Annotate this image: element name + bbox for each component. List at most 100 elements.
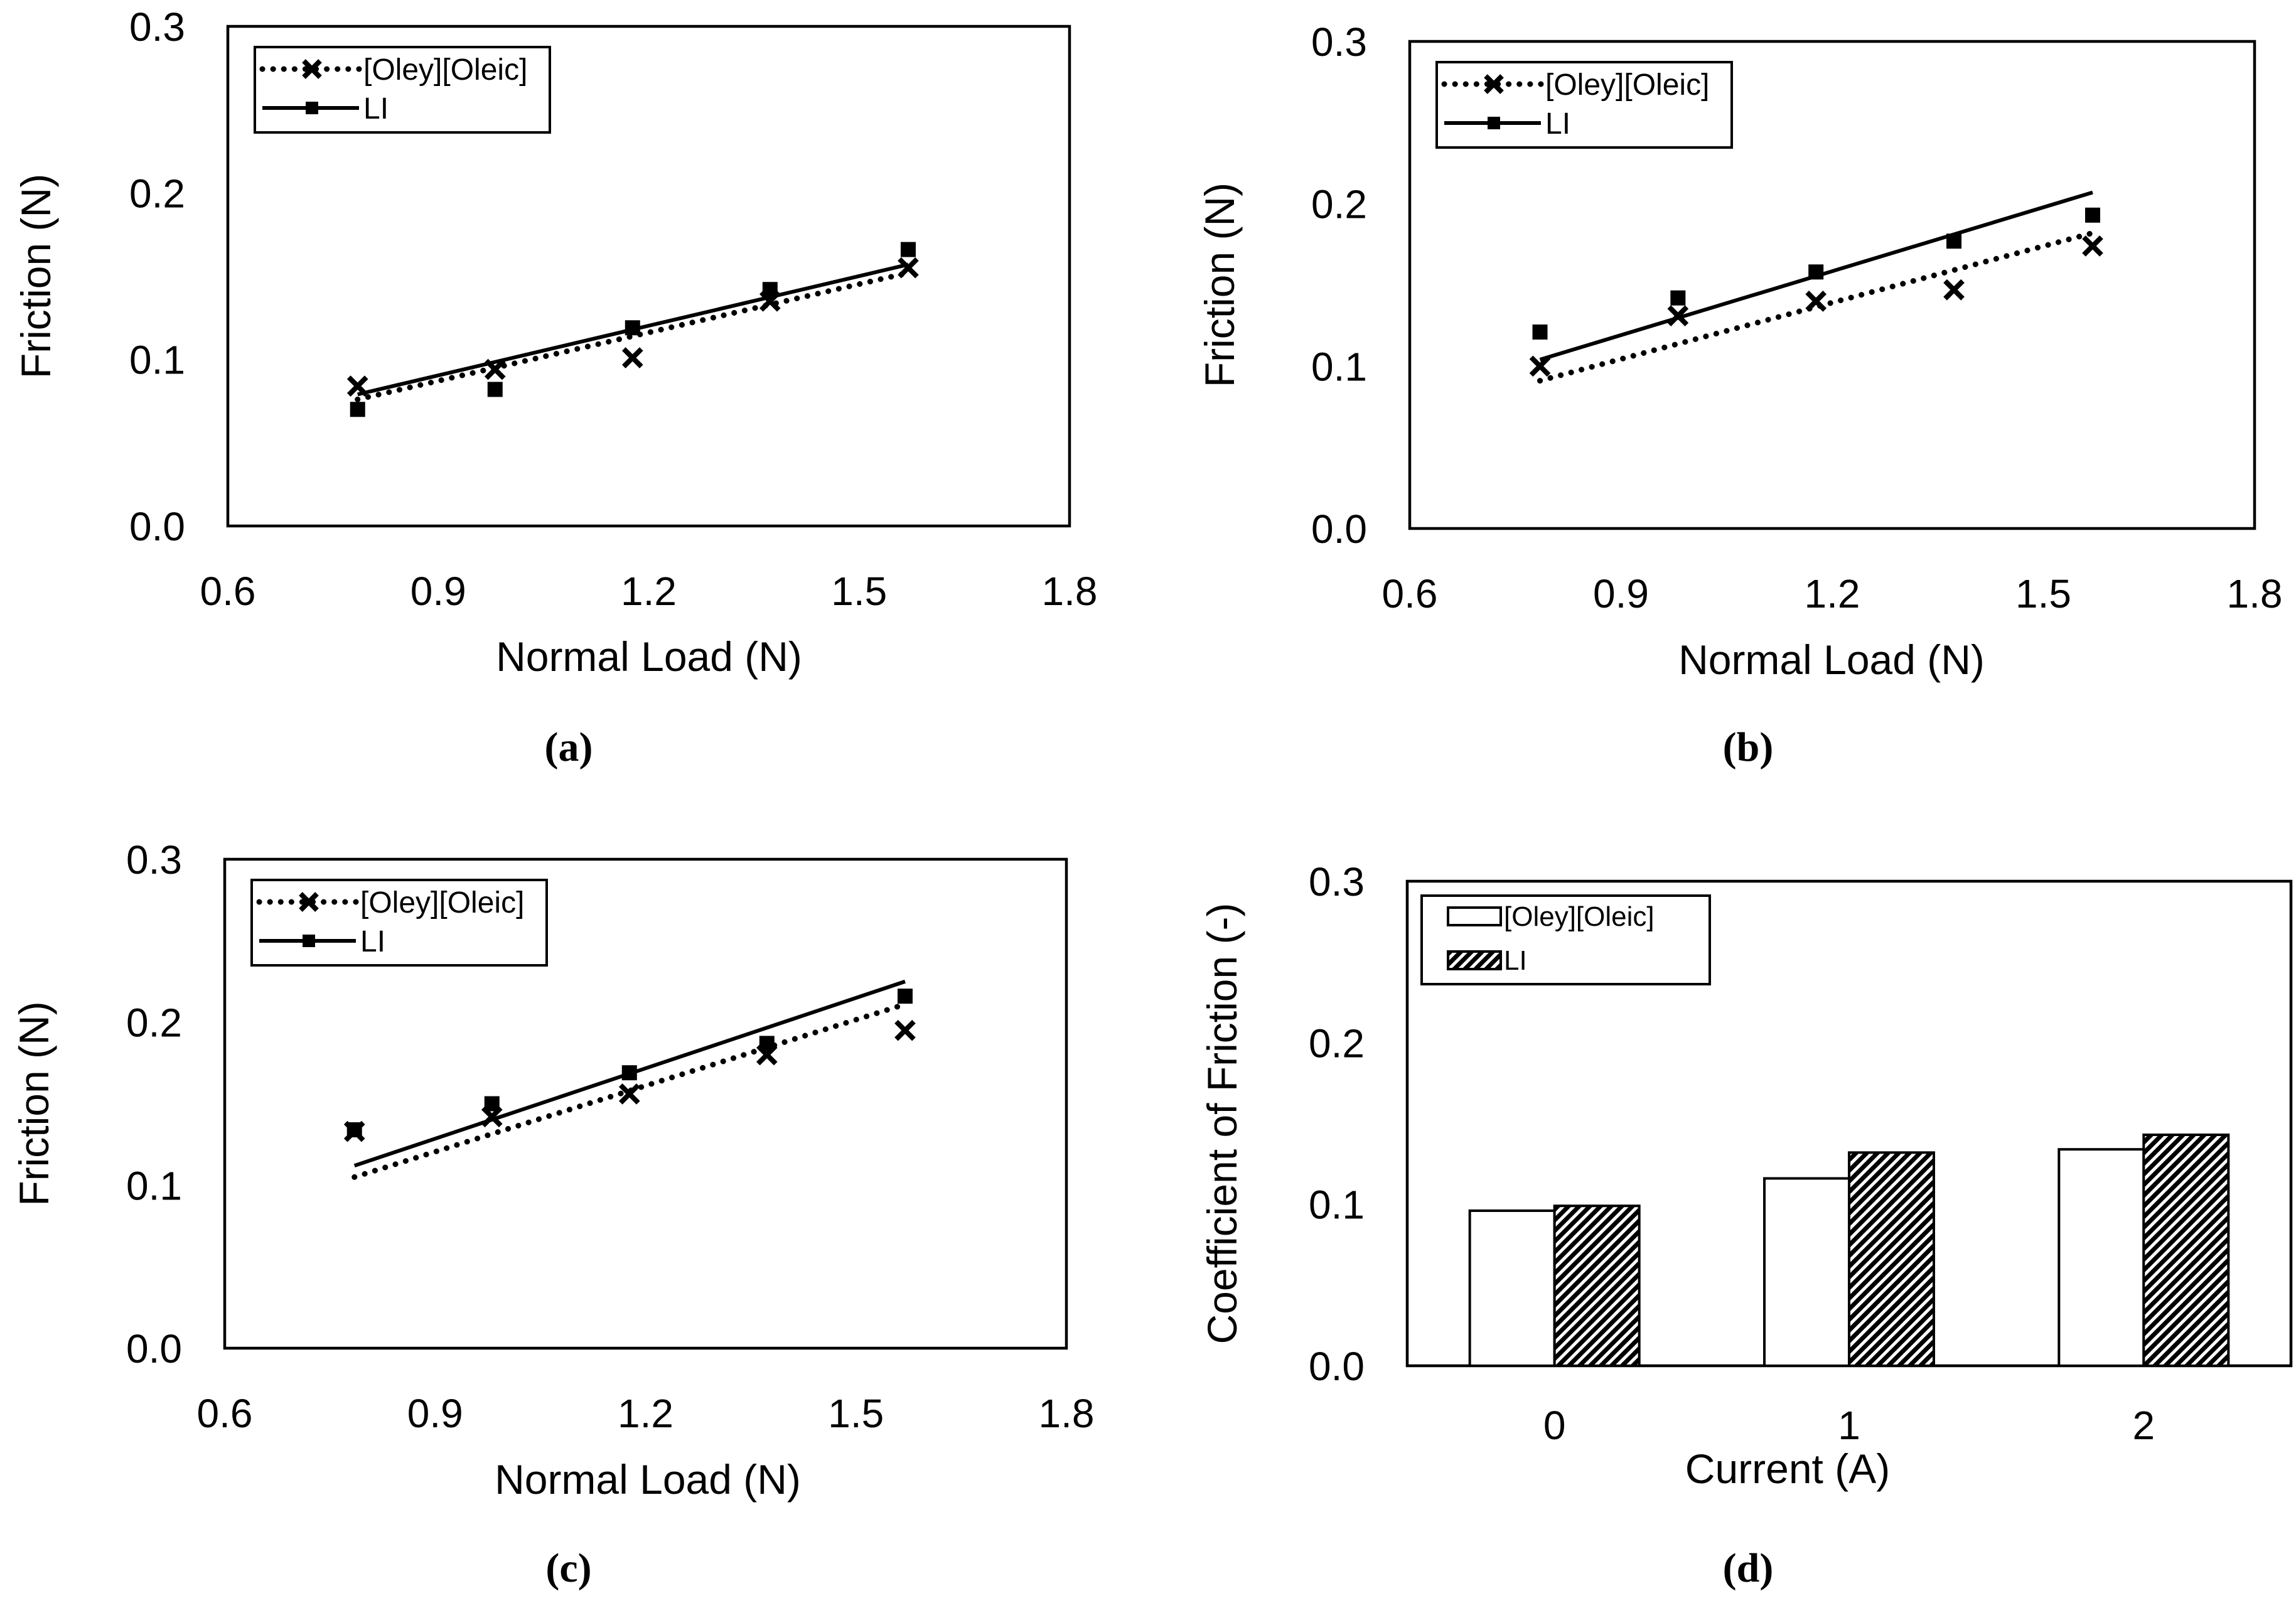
legend-label: LI	[363, 92, 389, 126]
x-tick-label: 0.9	[407, 1391, 463, 1436]
x-tick-label: 0.6	[200, 569, 256, 614]
legend-marker	[1488, 117, 1500, 129]
bar	[1763, 1177, 1850, 1367]
y-axis-title: Friction (N)	[13, 174, 59, 378]
legend: [Oley][Oleic] LI	[250, 879, 548, 967]
legend-item: [Oley][Oleic]	[1441, 68, 1709, 102]
legend-item: LI	[262, 92, 389, 126]
legend-item: [Oley][Oleic]	[256, 886, 524, 920]
panel-label: (b)	[1723, 724, 1774, 770]
y-tick-label: 0.2	[1309, 1021, 1365, 1066]
x-tick-label: 1.2	[618, 1391, 673, 1436]
x-tick-label: 0	[1543, 1403, 1566, 1448]
legend-label: [Oley][Oleic]	[363, 53, 527, 87]
x-tick-label: 1.5	[831, 569, 887, 614]
legend-label: LI	[360, 925, 385, 958]
legend-item: LI	[1444, 107, 1570, 141]
legend: [Oley][Oleic] LI	[1420, 894, 1711, 985]
x-tick-label: 1.8	[1042, 569, 1098, 614]
bar	[1553, 1204, 1641, 1367]
data-point	[1946, 233, 1962, 249]
y-tick-label: 0.0	[1311, 507, 1367, 552]
legend-label: [Oley][Oleic]	[1545, 68, 1709, 102]
x-tick-label: 1.5	[828, 1391, 884, 1436]
series-li	[1532, 190, 2101, 362]
data-point	[2085, 207, 2101, 223]
data-point	[487, 382, 503, 397]
data-point	[1529, 355, 1551, 377]
legend-label: [Oley][Oleic]	[1504, 901, 1655, 932]
x-tick-label: 1.8	[2227, 571, 2283, 616]
panel-d: 0.0 0.1 0.2 0.3 0 1 2 [Oley][Oleic] LI Current (A…	[1199, 859, 2293, 1591]
data-point	[897, 989, 913, 1004]
y-tick-label: 0.3	[1309, 859, 1365, 904]
y-tick-label: 0.0	[1309, 1344, 1365, 1389]
legend-swatch	[1447, 950, 1502, 970]
legend-marker	[299, 892, 319, 912]
x-axis-title: Current (A)	[1685, 1445, 1890, 1492]
x-tick-label: 1	[1838, 1403, 1860, 1448]
x-tick-label: 0.6	[1382, 571, 1438, 616]
data-point	[2082, 235, 2103, 257]
y-tick-label: 0.1	[1311, 344, 1367, 389]
panel-b: 0.0 0.1 0.2 0.3 0.6 0.9 1.2 1.5 1.8 [Oley][Oleic]…	[1196, 19, 2282, 770]
series-li	[346, 979, 913, 1168]
data-point	[894, 1019, 916, 1041]
panel-c: 0.0 0.1 0.2 0.3 0.6 0.9 1.2 1.5 1.8 [Oley][Oleic]…	[11, 837, 1094, 1591]
legend-marker	[303, 935, 315, 947]
x-axis-title: Normal Load (N)	[496, 633, 802, 680]
x-tick-label: 1.2	[621, 569, 677, 614]
x-axis-title: Normal Load (N)	[495, 1456, 801, 1503]
data-point	[1805, 291, 1827, 312]
data-point	[350, 402, 365, 417]
y-tick-label: 0.2	[1311, 182, 1367, 227]
legend-swatch	[1447, 906, 1502, 926]
legend-label: LI	[1545, 107, 1570, 141]
y-tick-label: 0.1	[126, 1163, 182, 1208]
trend-line	[1537, 230, 2096, 384]
bar	[1848, 1151, 1935, 1367]
y-tick-label: 0.3	[129, 4, 185, 50]
y-tick-label: 0.2	[129, 171, 185, 216]
y-tick-label: 0.3	[1311, 19, 1367, 65]
panel-label: (d)	[1723, 1545, 1774, 1591]
series-oley-oleic	[1529, 230, 2103, 384]
y-axis-title: Friction (N)	[1196, 183, 1243, 387]
y-tick-label: 0.0	[126, 1326, 182, 1371]
data-point	[1943, 279, 1965, 301]
data-point	[1532, 324, 1548, 340]
x-tick-label: 1.2	[1805, 571, 1860, 616]
x-tick-label: 1.8	[1039, 1391, 1095, 1436]
legend-item: [Oley][Oleic]	[259, 53, 527, 87]
data-point	[1670, 290, 1686, 306]
x-tick-label: 0.9	[410, 569, 466, 614]
legend-item: LI	[1447, 945, 1527, 976]
legend-marker	[302, 59, 322, 79]
legend-item: [Oley][Oleic]	[1447, 901, 1655, 932]
legend-label: [Oley][Oleic]	[360, 886, 524, 920]
panel-label: (c)	[545, 1545, 591, 1591]
data-point	[618, 1083, 640, 1105]
legend-item: LI	[259, 925, 385, 958]
data-point	[484, 1096, 500, 1112]
bar	[2142, 1134, 2230, 1367]
y-tick-label: 0.1	[129, 338, 185, 383]
x-tick-label: 1.5	[2015, 571, 2071, 616]
data-point	[621, 347, 643, 368]
bar	[1468, 1209, 1556, 1367]
data-point	[346, 1122, 362, 1138]
trend-line	[355, 270, 911, 402]
y-tick-label: 0.2	[126, 1000, 182, 1046]
data-point	[898, 257, 919, 279]
data-point	[900, 242, 916, 257]
bar	[2057, 1148, 2145, 1367]
data-point	[1808, 264, 1824, 280]
x-tick-label: 0.6	[197, 1391, 253, 1436]
legend-marker	[306, 102, 318, 114]
series-li	[350, 242, 916, 417]
y-axis-title: Friction (N)	[11, 1001, 57, 1206]
data-point	[759, 1036, 775, 1051]
legend: [Oley][Oleic] LI	[254, 46, 551, 134]
panel-a: 0.0 0.1 0.2 0.3 0.6 0.9 1.2 1.5 1.8 [Oley][Oleic]…	[13, 4, 1097, 770]
